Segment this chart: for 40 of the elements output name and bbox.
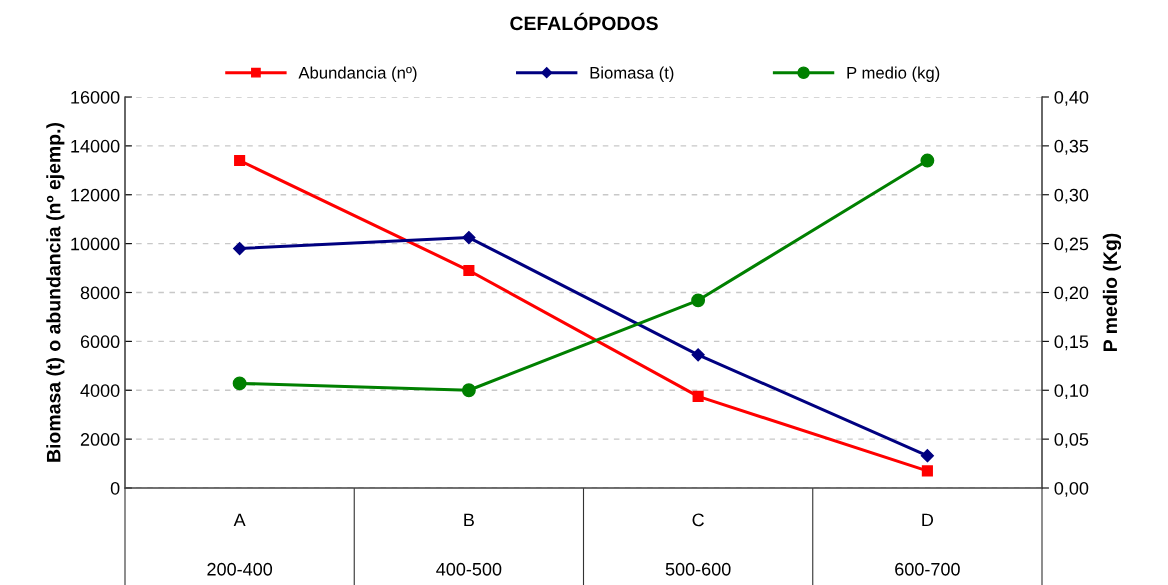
point <box>463 264 475 277</box>
point <box>920 449 934 463</box>
y-tick-label: 0 <box>110 481 120 495</box>
y-tick-label: 14000 <box>71 139 120 153</box>
point <box>232 376 247 391</box>
category-label: B 400-500 <box>436 513 502 576</box>
y2-tick-label: 0,40 <box>1054 90 1089 106</box>
y2-tick-label: 0,00 <box>1054 481 1089 497</box>
legend-label: P medio (kg) <box>847 66 940 82</box>
y2-tick-label: 0,25 <box>1054 237 1089 253</box>
category-label: A 200-400 <box>207 513 273 576</box>
chart-title: CEFALÓPODOS <box>510 12 658 31</box>
point <box>921 465 933 477</box>
point <box>462 230 476 245</box>
y2-tick-label: 0,15 <box>1054 335 1089 351</box>
legend-label: Biomasa (t) <box>590 66 674 82</box>
point <box>233 241 247 256</box>
y-tick-label: 2000 <box>80 433 120 446</box>
category-label: D 600-700 <box>895 513 960 576</box>
y-tick-label: 6000 <box>80 335 120 349</box>
point <box>691 348 705 362</box>
y2-tick-label: 0,20 <box>1054 286 1089 302</box>
point <box>461 383 476 398</box>
y-tick-label: 8000 <box>80 286 120 300</box>
y-tick-label: 10000 <box>71 237 120 251</box>
y-tick-label: 4000 <box>80 384 120 397</box>
y2-tick-label: 0,30 <box>1054 188 1089 204</box>
legend-label: Abundancia (nº) <box>298 66 417 82</box>
y-axis-title: Biomasa (t) o abundancia (nº ejemp.) <box>46 122 65 462</box>
y2-axis-title: P medio (Kg) <box>1102 233 1122 351</box>
category-label: C 500-600 <box>665 513 731 576</box>
y2-tick-label: 0,05 <box>1054 433 1089 448</box>
y-tick-label: 16000 <box>71 90 120 104</box>
point <box>234 154 246 167</box>
y2-tick-label: 0,10 <box>1054 384 1089 400</box>
point <box>691 293 706 308</box>
point <box>920 153 935 168</box>
point <box>692 390 704 402</box>
y-tick-label: 12000 <box>71 188 120 202</box>
y2-tick-label: 0,35 <box>1054 139 1089 155</box>
